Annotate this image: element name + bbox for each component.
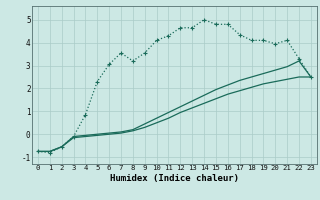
X-axis label: Humidex (Indice chaleur): Humidex (Indice chaleur) bbox=[110, 174, 239, 183]
